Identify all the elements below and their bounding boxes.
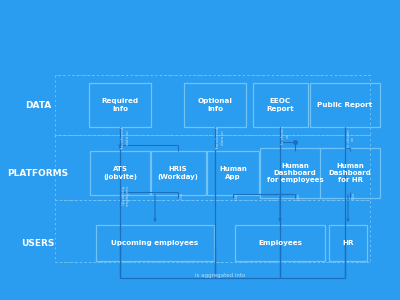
Text: Is shown
on: Is shown on [282,126,290,144]
FancyBboxPatch shape [150,151,206,195]
Text: ATS
(Jobvite): ATS (Jobvite) [103,167,137,180]
FancyBboxPatch shape [310,83,380,127]
Text: Use: Use [296,192,300,200]
Text: HRIS
(Workday): HRIS (Workday) [158,167,198,180]
FancyBboxPatch shape [89,83,151,127]
Text: Human
App: Human App [219,167,247,180]
FancyBboxPatch shape [252,83,308,127]
Text: is aggregated into: is aggregated into [195,274,245,278]
FancyBboxPatch shape [90,151,150,195]
Text: Use: Use [180,191,184,199]
Text: Public Report: Public Report [318,102,372,108]
Text: Human
Dashboard
for employees: Human Dashboard for employees [267,163,323,183]
Text: Employees: Employees [258,240,302,246]
FancyBboxPatch shape [184,83,246,127]
Text: Human
Dashboard
for HR: Human Dashboard for HR [329,163,371,183]
Text: Upcoming employees: Upcoming employees [111,240,199,246]
Text: Upcoming
employees: Upcoming employees [122,184,130,206]
FancyBboxPatch shape [96,225,214,261]
FancyBboxPatch shape [207,151,259,195]
Text: Use: Use [234,192,238,200]
Text: HR: HR [342,240,354,246]
Text: Use: Use [352,191,356,199]
Text: DATA: DATA [25,100,51,109]
Text: PLATFORMS: PLATFORMS [8,169,68,178]
FancyBboxPatch shape [260,148,330,198]
FancyBboxPatch shape [235,225,325,261]
Text: Transferred
data to: Transferred data to [216,126,225,150]
Text: Optional
Info: Optional Info [198,98,232,112]
Text: Required
Info: Required Info [102,98,138,112]
Text: EEOC
Report: EEOC Report [266,98,294,112]
FancyBboxPatch shape [329,225,367,261]
FancyBboxPatch shape [320,148,380,198]
Text: USERS: USERS [21,238,55,247]
Text: Transferred
data to: Transferred data to [122,126,130,150]
Text: Is shown
on: Is shown on [346,129,355,147]
